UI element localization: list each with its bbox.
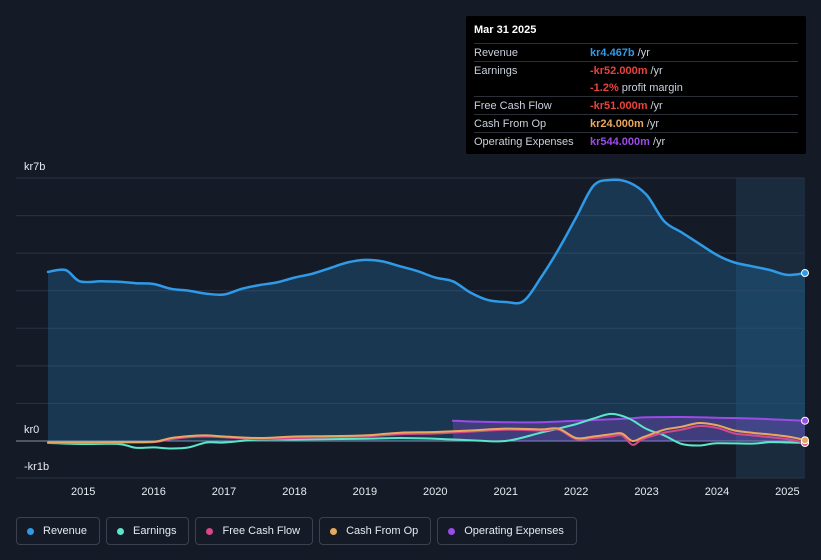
legend-dot-icon [27, 527, 34, 535]
x-tick-label: 2021 [493, 486, 517, 498]
earnings-line [47, 412, 806, 450]
x-tick-label: 2022 [564, 486, 588, 498]
x-tick-label: 2025 [775, 486, 799, 498]
series-layer [46, 178, 807, 450]
x-axis-ticks: 2015 2016 2017 2018 2019 2020 2021 2022 2023 2024… [71, 486, 800, 498]
legend-dot-icon [117, 527, 125, 535]
tooltip-value: kr24.000m [590, 117, 644, 130]
legend-item-cash-from-op[interactable]: Cash From Op [319, 517, 432, 545]
x-tick-label: 2020 [423, 486, 447, 498]
y-label-bottom: -kr1b [24, 461, 49, 473]
y-label-top: kr7b [24, 161, 45, 173]
x-tick-label: 2023 [634, 486, 658, 498]
revenue-endpoint [801, 269, 809, 278]
series-endpoints [801, 269, 809, 447]
tooltip-unit: /yr [650, 99, 663, 112]
legend-label: Revenue [43, 525, 88, 537]
x-tick-label: 2019 [353, 486, 377, 498]
tooltip-unit: profit margin [621, 81, 683, 94]
tooltip-value: -kr52.000m [590, 64, 648, 77]
x-tick-label: 2017 [212, 486, 236, 498]
x-tick-label: 2018 [282, 486, 306, 498]
legend-dot-icon [448, 527, 456, 535]
tooltip-label: Revenue [474, 46, 519, 59]
tooltip-row-profit-margin: -1.2% profit margin [474, 79, 798, 96]
revenue-area [48, 179, 805, 442]
x-tick-label: 2016 [141, 486, 165, 498]
tooltip-value: -kr51.000m [590, 99, 648, 112]
tooltip-row-revenue: Revenue kr4.467b /yr [474, 43, 798, 61]
cash-from-op-endpoint [801, 436, 809, 445]
legend-item-revenue[interactable]: Revenue [16, 517, 101, 545]
legend-label: Operating Expenses [464, 525, 564, 537]
chart-legend: Revenue Earnings Free Cash Flow Cash Fro… [16, 517, 577, 545]
legend-item-earnings[interactable]: Earnings [106, 517, 190, 545]
tooltip-row-operating-expenses: Operating Expenses kr544.000m /yr [474, 132, 798, 150]
revenue-line [46, 178, 807, 305]
tooltip-label: Free Cash Flow [474, 99, 552, 112]
legend-dot-icon [206, 527, 214, 535]
tooltip-row-earnings: Earnings -kr52.000m /yr [474, 61, 798, 79]
tooltip-date: Mar 31 2025 [474, 24, 537, 36]
tooltip-label: Cash From Op [474, 117, 547, 130]
legend-item-free-cash-flow[interactable]: Free Cash Flow [195, 517, 314, 545]
operating-expenses-endpoint [801, 416, 809, 425]
tooltip-row-cash-from-op: Cash From Op kr24.000m /yr [474, 114, 798, 132]
x-tick-label: 2024 [705, 486, 729, 498]
tooltip-value: kr4.467b [590, 46, 635, 59]
tooltip-value: kr544.000m [590, 135, 650, 148]
free-cash-flow-line [47, 424, 806, 446]
tooltip-label: Operating Expenses [474, 135, 574, 148]
legend-dot-icon [330, 527, 338, 535]
data-tooltip: Mar 31 2025 Revenue kr4.467b /yr Earning… [466, 16, 806, 154]
tooltip-unit: /yr [646, 117, 660, 130]
tooltip-label: Earnings [474, 64, 518, 77]
x-tick-label: 2015 [71, 486, 95, 498]
y-label-zero: kr0 [24, 424, 39, 436]
legend-label: Cash From Op [346, 525, 419, 537]
legend-label: Earnings [133, 525, 177, 537]
tooltip-value: -1.2% [590, 81, 619, 94]
legend-item-operating-expenses[interactable]: Operating Expenses [437, 517, 577, 545]
tooltip-unit: /yr [650, 64, 663, 77]
tooltip-unit: /yr [637, 46, 650, 59]
cash-from-op-line [47, 421, 806, 444]
tooltip-row-free-cash-flow: Free Cash Flow -kr51.000m /yr [474, 96, 798, 114]
gridlines [16, 177, 805, 479]
tooltip-unit: /yr [652, 135, 666, 148]
legend-label: Free Cash Flow [222, 525, 301, 537]
